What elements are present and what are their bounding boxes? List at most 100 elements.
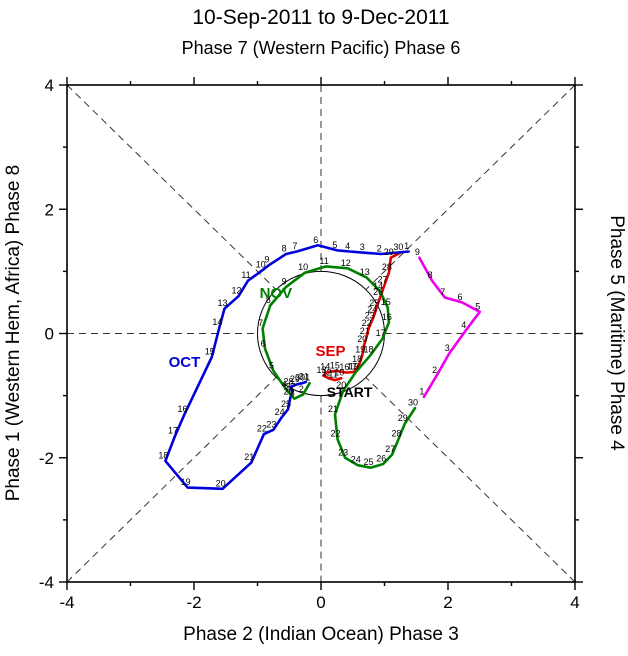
day-number: 9	[415, 247, 420, 257]
day-number: 28	[283, 376, 293, 386]
day-number: 5	[269, 360, 274, 370]
day-number: 19	[349, 362, 359, 372]
day-number: 25	[369, 298, 379, 308]
day-number: 8	[266, 295, 271, 305]
trajectory-nov	[261, 265, 417, 470]
day-number: 12	[231, 286, 241, 296]
day-number: 30	[393, 242, 403, 252]
day-number: 13	[217, 298, 227, 308]
day-number: 1	[419, 386, 424, 396]
day-number: 18	[158, 450, 168, 460]
y-axis-right-label: Phase 5 (Maritime) Phase 4	[606, 215, 627, 451]
day-number: 12	[341, 258, 351, 268]
start-label: START	[327, 384, 373, 400]
day-number: 21	[360, 326, 370, 336]
axis-ticks	[59, 77, 583, 590]
day-number: 7	[258, 318, 263, 328]
day-number: 16	[382, 312, 392, 322]
day-number: 27	[377, 275, 387, 285]
day-number: 19	[181, 477, 191, 487]
day-number: 20	[357, 334, 367, 344]
y-tick-label: 0	[45, 325, 54, 344]
month-label-oct: OCT	[169, 354, 201, 371]
chart-subtitle: Phase 7 (Western Pacific) Phase 6	[182, 38, 461, 58]
x-tick-label: 2	[443, 593, 452, 612]
day-number: 6	[313, 235, 318, 245]
day-number: 2	[377, 244, 382, 254]
x-tick-label: -2	[186, 593, 201, 612]
phase-divider-lines	[66, 84, 576, 583]
day-number: 3	[290, 388, 295, 398]
day-number: 10	[256, 260, 266, 270]
day-number: 26	[376, 454, 386, 464]
day-number: 1	[404, 241, 409, 251]
day-number: 23	[365, 311, 375, 321]
day-number: 1	[305, 373, 310, 383]
day-number: 4	[282, 379, 287, 389]
day-number: 21	[244, 452, 254, 462]
diagonal-divider-line	[66, 84, 277, 290]
day-number: 19	[355, 345, 365, 355]
day-number: 17	[168, 426, 178, 436]
day-number: 8	[428, 270, 433, 280]
plot-border	[66, 84, 576, 583]
day-number: 10	[298, 262, 308, 272]
day-number: 23	[266, 419, 276, 429]
day-number: 31	[299, 372, 309, 382]
day-number: 15	[330, 360, 340, 370]
day-number: 22	[257, 424, 267, 434]
day-number: 16	[339, 362, 349, 372]
day-number: 28	[391, 429, 401, 439]
trajectory-dec	[418, 256, 482, 399]
day-number: 27	[385, 444, 395, 454]
day-number: 17	[347, 362, 357, 372]
month-label-sep: SEP	[316, 343, 346, 360]
y-tick-label: 4	[45, 76, 54, 95]
day-number: 14	[212, 317, 222, 327]
day-number: 27	[285, 381, 295, 391]
day-number: 21	[328, 404, 338, 414]
day-number: 5	[332, 240, 337, 250]
day-number: 25	[363, 457, 373, 467]
diagonal-divider-line	[66, 377, 277, 583]
diagonal-divider-line	[365, 377, 576, 583]
x-tick-label: 0	[316, 593, 325, 612]
chart-title: 10-Sep-2011 to 9-Dec-2011	[192, 6, 449, 29]
y-axis-left-label: Phase 1 (Western Hem, Africa) Phase 8	[3, 165, 24, 502]
day-number: 7	[440, 287, 445, 297]
y-tick-label: -4	[39, 573, 54, 592]
day-number: 18	[363, 345, 373, 355]
day-number: 24	[367, 304, 377, 314]
trajectory-lines	[164, 244, 482, 491]
day-number: 30	[408, 398, 418, 408]
day-number: 8	[282, 244, 287, 254]
day-number: 29	[398, 413, 408, 423]
x-axis-label: Phase 2 (Indian Ocean) Phase 3	[183, 624, 459, 645]
day-number: 4	[345, 241, 350, 251]
month-label-nov: NOV	[260, 285, 293, 302]
day-number: 13	[360, 267, 370, 277]
day-number: 24	[351, 455, 361, 465]
day-number: 4	[461, 320, 466, 330]
day-number: 6	[261, 339, 266, 349]
day-number: 17	[376, 328, 386, 338]
day-number: 3	[445, 343, 450, 353]
day-number: 10	[334, 368, 344, 378]
day-number: 23	[338, 447, 348, 457]
day-number: 30	[295, 373, 305, 383]
x-tick-label: -4	[59, 593, 74, 612]
day-number: 20	[216, 478, 226, 488]
month-labels: SEP OCT NOV START	[169, 285, 373, 400]
day-number: 25	[281, 399, 291, 409]
day-number: 14	[320, 362, 330, 372]
day-number: 13	[316, 365, 326, 375]
day-number: 2	[432, 365, 437, 375]
diagonal-divider-line	[365, 84, 576, 290]
trajectory-oct	[164, 244, 410, 491]
day-number: 26	[283, 386, 293, 396]
day-number: 22	[362, 318, 372, 328]
y-tick-label: -2	[39, 449, 54, 468]
